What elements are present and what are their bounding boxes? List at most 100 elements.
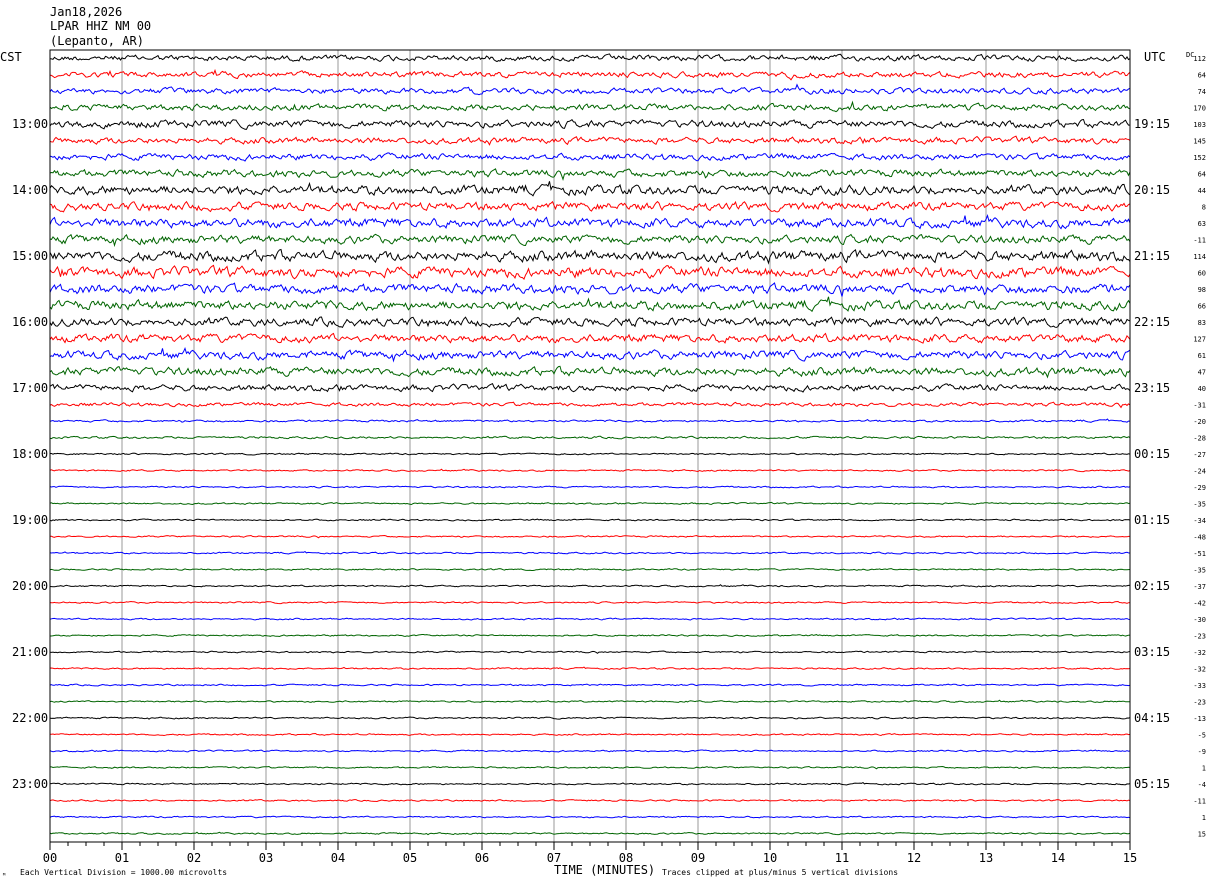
trace-green (50, 633, 1131, 638)
x-tick-label: 02 (187, 851, 201, 865)
cst-hour-label: 21:00 (12, 645, 48, 659)
dc-offset-label: 145 (1193, 138, 1206, 146)
dc-offset-label: -9 (1198, 748, 1206, 756)
x-tick-label: 10 (763, 851, 777, 865)
dc-offset-label: -5 (1198, 732, 1206, 740)
trace-red (49, 200, 1131, 213)
utc-hour-label: 22:15 (1134, 315, 1170, 329)
trace-green (49, 699, 1131, 703)
dc-offset-label: -24 (1193, 468, 1206, 476)
trace-red (50, 534, 1130, 539)
utc-hour-label: 01:15 (1134, 513, 1170, 527)
trace-black (49, 118, 1130, 130)
dc-offset-label: -51 (1193, 550, 1206, 558)
dc-offset-label: -27 (1193, 451, 1206, 459)
utc-hour-labels: 19:15 20:15 21:15 22:15 23:15 00:15 01:15 02:15… (1134, 117, 1170, 791)
utc-hour-label: 23:15 (1134, 381, 1170, 395)
x-axis-ticks: 00 01 02 03 04 05 06 07 08 09 10 11 12 13 14 15 (43, 842, 1137, 865)
dc-offset-label: 64 (1198, 171, 1206, 179)
trace-red (49, 332, 1131, 344)
dc-offset-label: 44 (1198, 187, 1206, 195)
dc-offset-label: 40 (1198, 385, 1206, 393)
trace-green (49, 365, 1131, 379)
x-tick-label: 13 (979, 851, 993, 865)
header-location: (Lepanto, AR) (50, 34, 144, 48)
trace-red (49, 600, 1131, 605)
x-tick-label: 07 (547, 851, 561, 865)
x-tick-label: 05 (403, 851, 417, 865)
x-tick-label: 03 (259, 851, 273, 865)
dc-offset-label: 103 (1193, 121, 1206, 129)
corner-mark: ᴹ (2, 872, 6, 880)
trace-blue (49, 83, 1131, 96)
dc-offset-label: 8 (1202, 204, 1206, 212)
cst-hour-label: 14:00 (12, 183, 48, 197)
utc-hour-label: 03:15 (1134, 645, 1170, 659)
dc-offset-label: -28 (1193, 435, 1206, 443)
dc-offset-label: -23 (1193, 699, 1206, 707)
utc-hour-label: 21:15 (1134, 249, 1170, 263)
minute-gridlines (121, 50, 1059, 842)
trace-black (49, 53, 1131, 63)
dc-offset-label: 64 (1198, 72, 1206, 80)
trace-black (50, 782, 1131, 786)
trace-blue (49, 346, 1131, 363)
trace-black (49, 383, 1131, 393)
trace-red (49, 732, 1131, 737)
dc-offset-label: 15 (1198, 831, 1206, 839)
trace-red (49, 666, 1131, 671)
seismic-traces (49, 53, 1131, 836)
cst-hour-label: 15:00 (12, 249, 48, 263)
x-tick-label: 09 (691, 851, 705, 865)
trace-green (50, 765, 1131, 770)
trace-black (49, 181, 1131, 197)
trace-blue (49, 683, 1131, 687)
trace-blue (49, 418, 1130, 423)
dc-offset-label: -42 (1193, 600, 1206, 608)
dc-offset-label: -32 (1193, 649, 1206, 657)
dc-offset-label: -4 (1198, 781, 1206, 789)
left-zone-label: CST (0, 50, 22, 64)
x-tick-label: 06 (475, 851, 489, 865)
trace-red (49, 68, 1131, 81)
trace-green (49, 296, 1131, 313)
trace-blue (49, 551, 1131, 555)
trace-green (49, 233, 1131, 248)
trace-green (49, 100, 1131, 113)
clip-note: Traces clipped at plus/minus 5 vertical … (662, 868, 898, 877)
dc-offset-label: -11 (1193, 237, 1206, 245)
dc-offset-label: -34 (1193, 517, 1206, 525)
trace-blue (49, 749, 1131, 753)
cst-hour-label: 18:00 (12, 447, 48, 461)
trace-green (49, 568, 1131, 571)
trace-blue (49, 152, 1131, 162)
utc-hour-label: 05:15 (1134, 777, 1170, 791)
trace-black (49, 716, 1131, 720)
x-tick-label: 04 (331, 851, 345, 865)
dc-offset-label: 1 (1202, 765, 1206, 773)
dc-offset-label: 112 (1193, 55, 1206, 63)
dc-offset-label: 83 (1198, 319, 1206, 327)
x-tick-label: 15 (1123, 851, 1137, 865)
trace-black (49, 650, 1131, 654)
trace-green (49, 435, 1131, 440)
trace-green (49, 501, 1131, 506)
plot-frame (49, 49, 1131, 843)
trace-black (49, 248, 1131, 265)
x-tick-label: 14 (1051, 851, 1065, 865)
x-tick-label: 12 (907, 851, 921, 865)
cst-hour-label: 20:00 (12, 579, 48, 593)
dc-offset-label: 127 (1193, 336, 1206, 344)
cst-hour-label: 19:00 (12, 513, 48, 527)
cst-hour-label: 16:00 (12, 315, 48, 329)
utc-hour-label: 19:15 (1134, 117, 1170, 131)
trace-red (49, 264, 1131, 281)
utc-hour-label: 00:15 (1134, 447, 1170, 461)
dc-offset-label: 47 (1198, 369, 1206, 377)
dc-offset-label: -33 (1193, 682, 1206, 690)
dc-offset-label: -11 (1193, 798, 1206, 806)
dc-offset-label: 1 (1202, 814, 1206, 822)
cst-hour-label: 13:00 (12, 117, 48, 131)
cst-hour-label: 22:00 (12, 711, 48, 725)
